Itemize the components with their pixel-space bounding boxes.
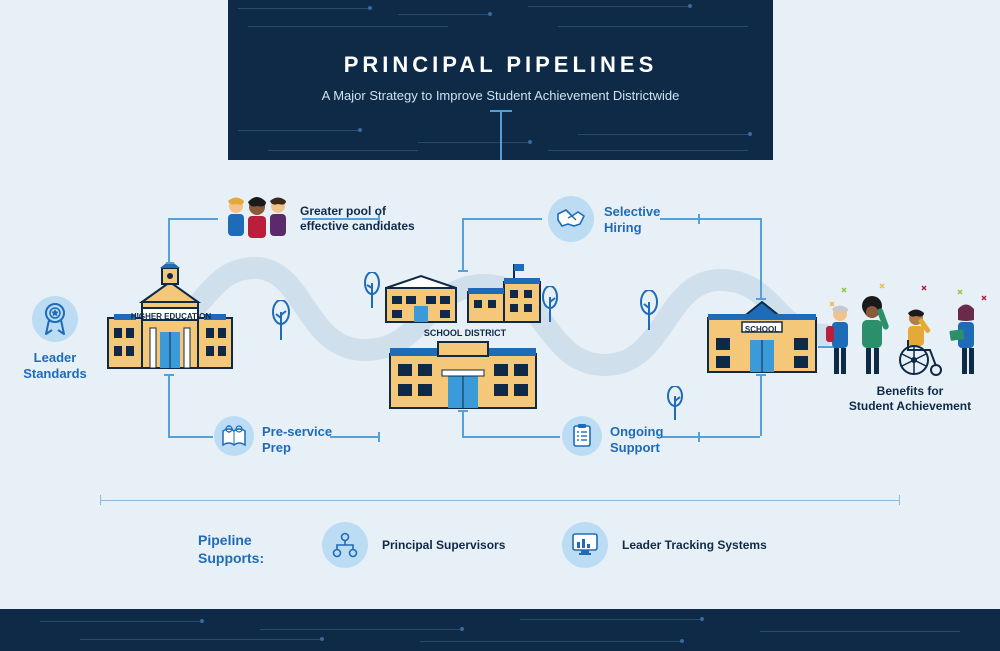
ongoing-support-icon-badge bbox=[562, 416, 602, 456]
candidates-icon bbox=[222, 196, 292, 245]
tree-icon bbox=[638, 290, 660, 332]
preservice-icon-badge bbox=[214, 416, 254, 456]
checklist-icon bbox=[571, 423, 593, 449]
header-banner: PRINCIPAL PIPELINES A Major Strategy to … bbox=[228, 0, 773, 160]
tree-icon bbox=[362, 272, 382, 310]
students-illustration bbox=[822, 282, 992, 378]
selective-hiring-icon-badge bbox=[548, 196, 594, 242]
pipeline-supports-heading: PipelineSupports: bbox=[198, 532, 288, 567]
header-subtitle: A Major Strategy to Improve Student Achi… bbox=[228, 88, 773, 103]
tree-icon bbox=[270, 300, 292, 342]
school-building bbox=[706, 296, 818, 374]
handshake-icon bbox=[556, 208, 586, 230]
district-building-main bbox=[388, 340, 538, 410]
principal-supervisors-label: Principal Supervisors bbox=[382, 538, 542, 553]
org-chart-icon bbox=[331, 531, 359, 559]
dashboard-icon bbox=[571, 532, 599, 558]
district-building-small-2 bbox=[466, 264, 542, 324]
ribbon-icon bbox=[40, 302, 70, 336]
district-building-small-1 bbox=[384, 274, 458, 324]
supports-divider bbox=[100, 500, 900, 501]
school-district-label: SCHOOL DISTRICT bbox=[400, 328, 530, 339]
leader-standards-label: LeaderStandards bbox=[8, 350, 102, 383]
tree-icon bbox=[665, 386, 685, 422]
ongoing-support-label: OngoingSupport bbox=[610, 424, 700, 457]
footer-bar bbox=[0, 609, 1000, 651]
leader-tracking-icon-badge bbox=[562, 522, 608, 568]
higher-education-label: HIGHER EDUCATION bbox=[118, 312, 224, 322]
benefits-label: Benefits forStudent Achievement bbox=[832, 384, 988, 414]
header-stem bbox=[500, 112, 502, 160]
principal-supervisors-icon-badge bbox=[322, 522, 368, 568]
book-gear-icon bbox=[221, 425, 247, 447]
leader-standards-icon-badge bbox=[32, 296, 78, 342]
school-label: SCHOOL bbox=[742, 325, 782, 335]
tree-icon bbox=[540, 286, 560, 324]
preservice-label: Pre-servicePrep bbox=[262, 424, 352, 457]
candidates-label: Greater pool ofeffective candidates bbox=[300, 204, 450, 234]
leader-tracking-label: Leader Tracking Systems bbox=[622, 538, 802, 553]
header-title: PRINCIPAL PIPELINES bbox=[228, 52, 773, 78]
selective-hiring-label: SelectiveHiring bbox=[604, 204, 694, 237]
